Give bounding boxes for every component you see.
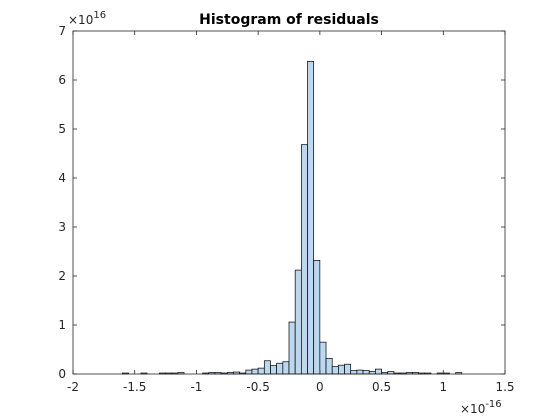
x-tick-label: -1 [190,380,202,394]
y-tick-label: 5 [58,122,66,136]
x-scale-base: ×10 [460,402,485,416]
x-tick-label: -2 [67,380,79,394]
x-tick-label: -1.5 [123,380,146,394]
axes-layer [72,30,506,375]
histogram-bar [362,370,370,375]
bars-layer [122,61,463,375]
histogram-bar [313,259,321,375]
histogram-bar [276,362,284,375]
x-tick-label: 1.5 [495,380,514,394]
histogram-bar [288,321,296,375]
histogram-bar [300,144,308,375]
histogram-bar [331,366,339,375]
chart-title: Histogram of residuals [199,12,379,28]
y-tick-label: 3 [58,220,66,234]
x-tick-label: 0.5 [372,380,391,394]
histogram-bar [263,360,271,375]
x-tick-label: -0.5 [246,380,269,394]
histogram-bar [245,369,253,375]
histogram-bar [319,341,327,375]
y-scale-base: ×10 [68,13,93,27]
y-tick-label: 6 [58,73,66,87]
x-tick-labels: -2 -1.5 -1 -0.5 0 0.5 1 1.5 [67,380,515,394]
y-tick-labels: 0 1 2 3 4 5 6 7 [58,24,66,381]
histogram-bar [344,363,352,375]
x-tick-label: 1 [439,380,447,394]
histogram-bar [282,361,290,375]
y-tick-label: 2 [58,269,66,283]
y-scale-label: ×1016 [68,10,106,27]
histogram-bar [307,61,315,375]
y-tick-label: 1 [58,318,66,332]
histogram-bar [270,365,278,375]
histogram-bar [375,368,382,375]
y-scale-exponent: 16 [93,10,106,21]
histogram-bar [294,269,302,375]
x-scale-label: ×10-16 [460,399,502,416]
histogram-bar [338,364,345,375]
histogram-bar [257,367,265,375]
x-tick-label: 0 [316,380,324,394]
histogram-bar [325,357,333,375]
histogram-bar [350,370,358,375]
x-scale-exponent: -16 [485,399,501,410]
y-tick-label: 4 [58,171,66,185]
plot-area-box [72,30,506,375]
histogram-bar [356,369,364,375]
y-tick-label: 0 [58,367,66,381]
ticks-layer [72,30,506,375]
histogram-bar [251,368,259,375]
y-tick-label: 7 [58,24,66,38]
